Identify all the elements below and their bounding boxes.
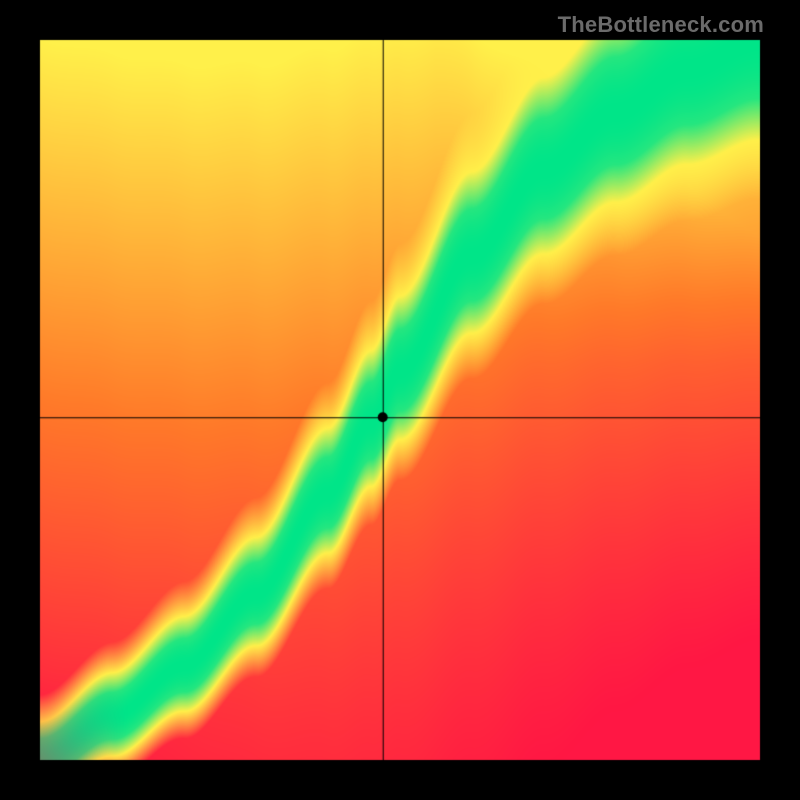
watermark-text: TheBottleneck.com xyxy=(558,12,764,38)
bottleneck-heatmap xyxy=(0,0,800,800)
